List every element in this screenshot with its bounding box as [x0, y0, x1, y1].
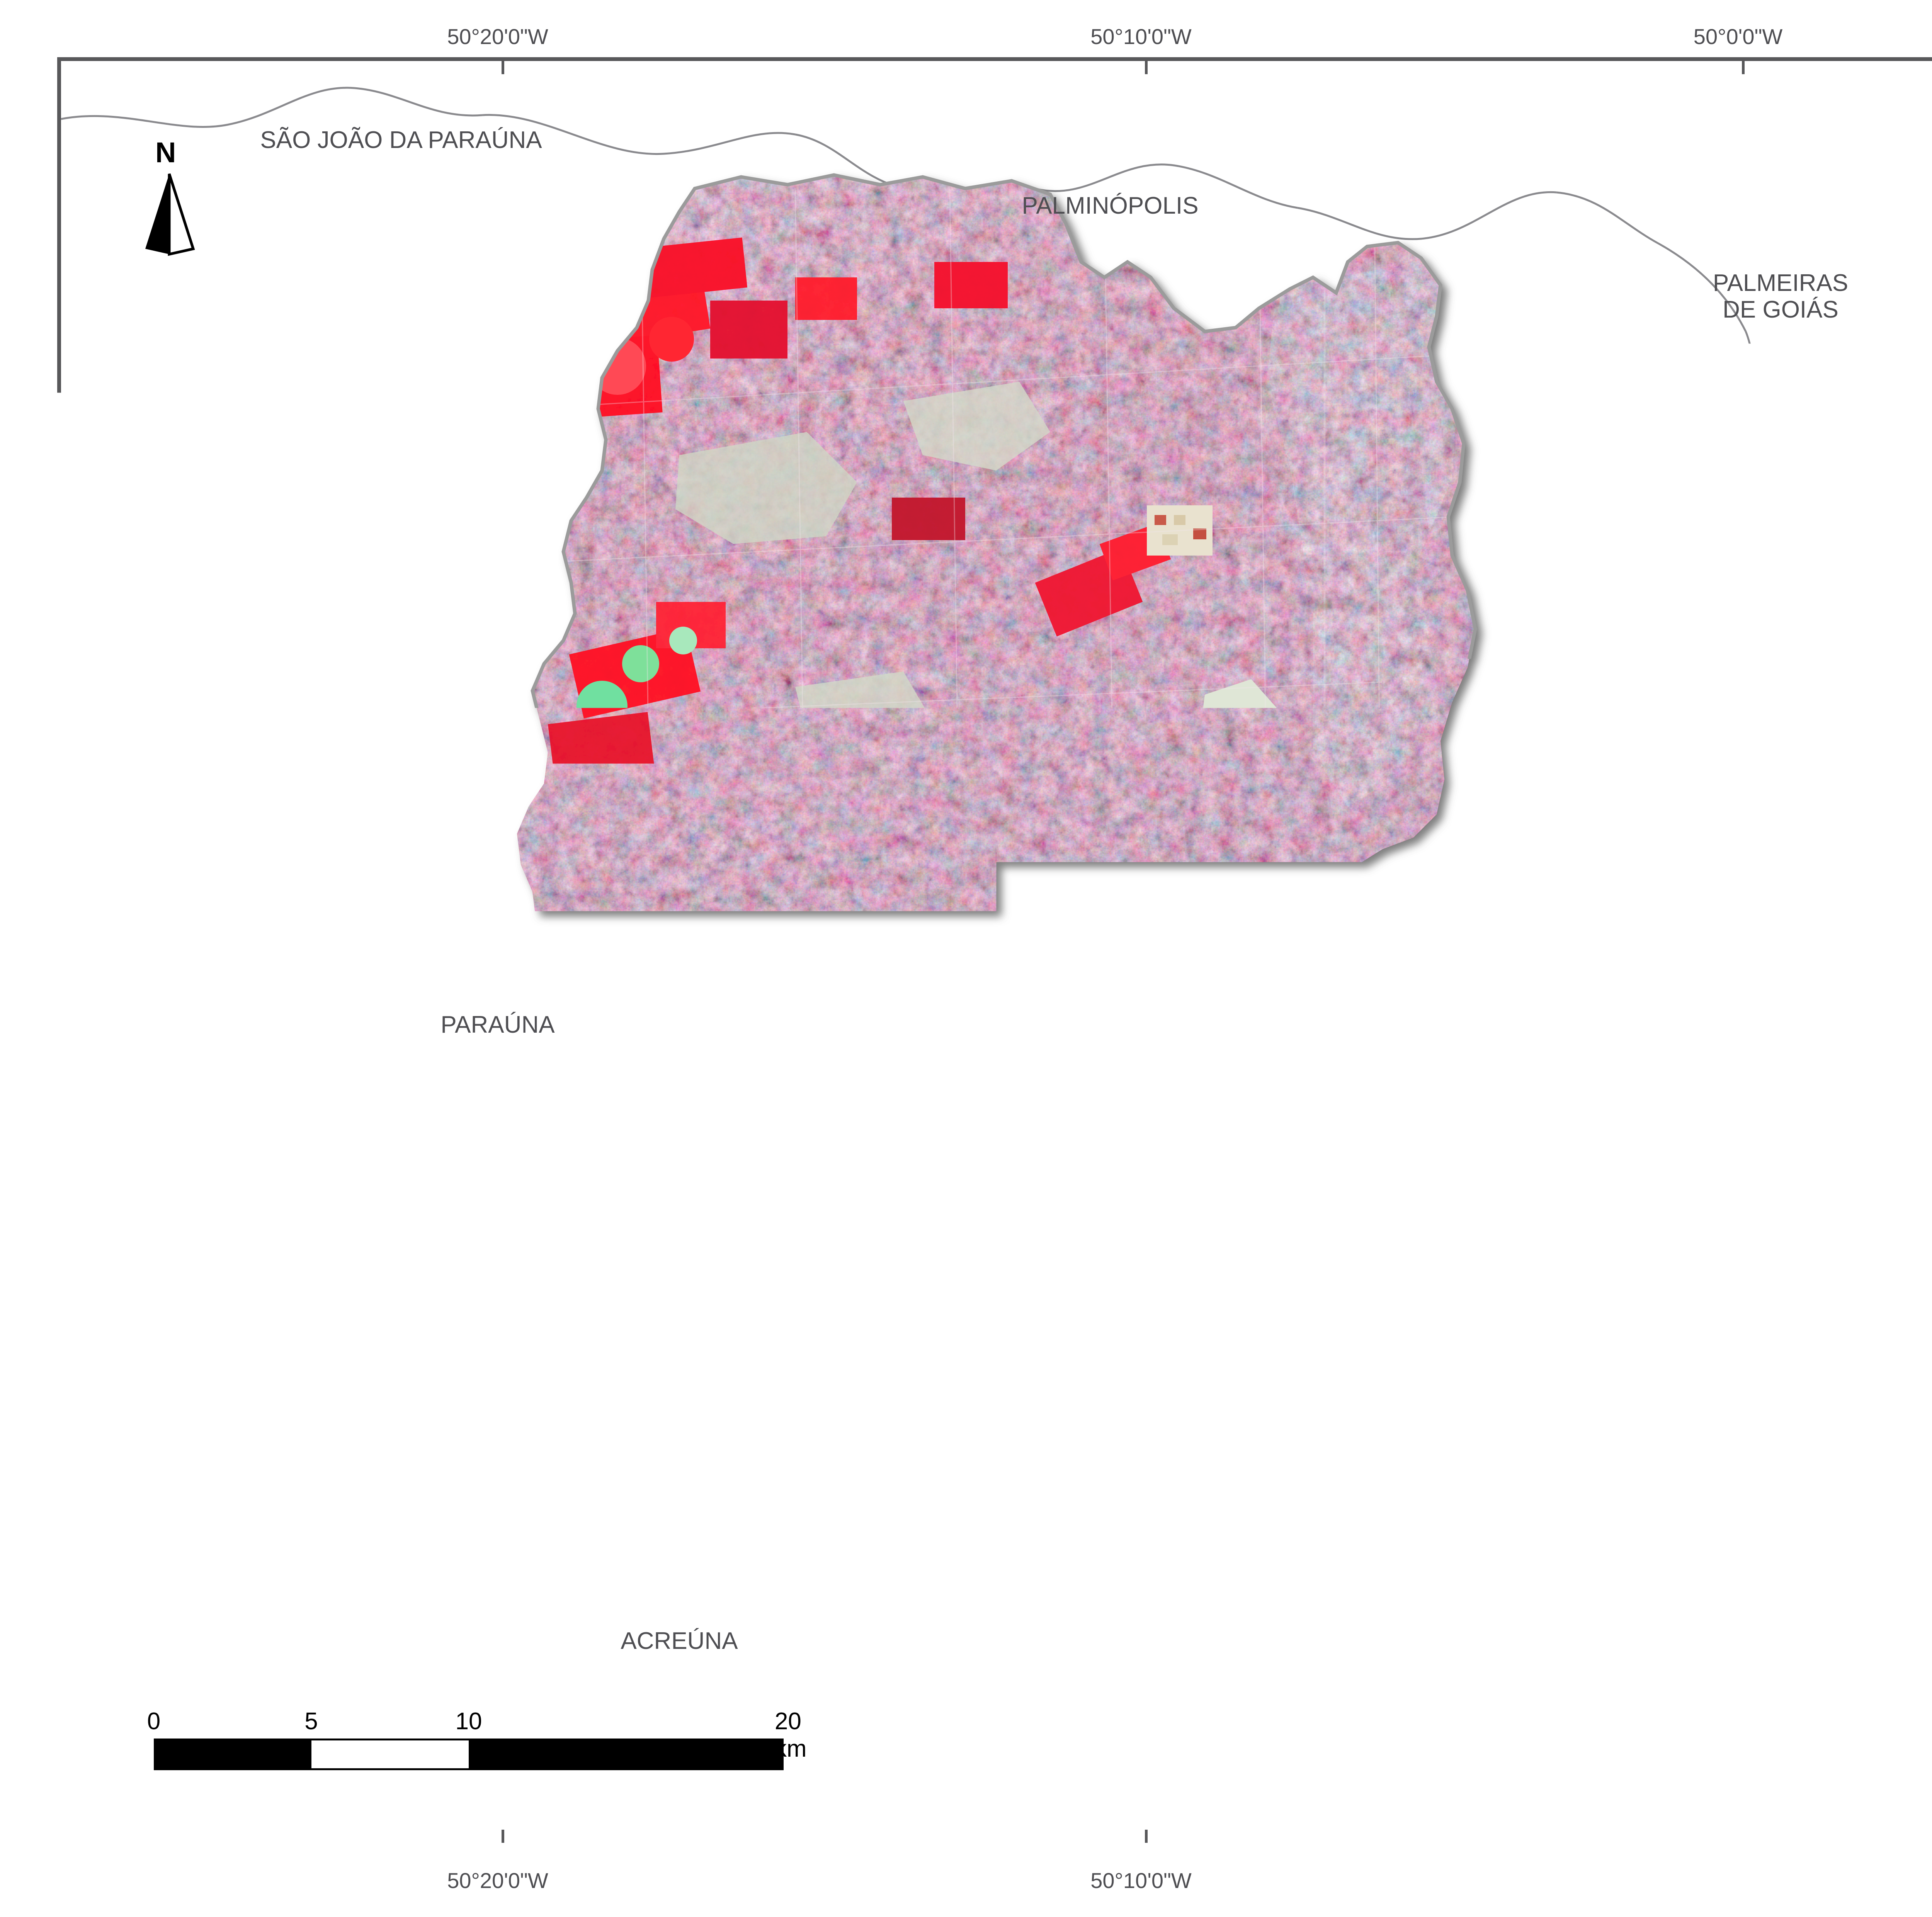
- neighbour-label-indiara: INDIARA: [1583, 1108, 1680, 1135]
- main-map-panel[interactable]: N SÃO JOÃO DA PARAÚNA PALMINÓPOLIS PALME…: [57, 57, 1932, 1847]
- graticule-tick: [1145, 1830, 1148, 1843]
- graticule-tick: [61, 1711, 74, 1713]
- scale-segment-2: [311, 1739, 469, 1770]
- neighbour-label-acreuna: ACREÚNA: [621, 1628, 738, 1654]
- scale-label-0: 0: [147, 1708, 160, 1735]
- lon-label-top-1: 50°20'0"W: [447, 24, 548, 49]
- graticule-tick: [502, 1830, 504, 1843]
- neighbour-label-palmeiras-de-goias: PALMEIRAS DE GOIÁS: [1713, 270, 1848, 323]
- neighbour-label-parauna: PARAÚNA: [440, 1011, 554, 1038]
- neighbour-label-palminopolis: PALMINÓPOLIS: [1022, 192, 1198, 219]
- scale-segment-3: [469, 1739, 784, 1770]
- graticule-tick: [61, 1143, 74, 1145]
- graticule-tick: [1145, 61, 1148, 74]
- neighbour-label-edeia: EDÉIA: [1918, 1624, 1932, 1650]
- lat-label-1: 17°0'0"S: [7, 551, 32, 634]
- map-sheet: N SÃO JOÃO DA PARAÚNA PALMINÓPOLIS PALME…: [0, 0, 1932, 1917]
- scale-label-5: 5: [304, 1708, 318, 1735]
- graticule-tick: [61, 581, 74, 583]
- graticule-tick: [502, 61, 504, 74]
- lon-label-bottom-2: 50°10'0"W: [1090, 1868, 1192, 1893]
- graticule-tick: [1742, 1830, 1745, 1843]
- scale-bar-labels: 0 5 10 20 km: [154, 1708, 784, 1739]
- neighbour-label-sao-joao-da-parauna: SÃO JOÃO DA PARAÚNA: [260, 127, 542, 153]
- scale-segment-1: [154, 1739, 311, 1770]
- lat-label-2: 17°10'0"S: [7, 1110, 32, 1205]
- north-arrow-glyph: [142, 172, 196, 257]
- lon-label-bottom-1: 50°20'0"W: [447, 1868, 548, 1893]
- lat-label-3: 17°20'0"S: [7, 1682, 32, 1777]
- lon-label-bottom-3: 50°0'0"W: [1694, 1868, 1782, 1893]
- satellite-raster-mosaic: [61, 61, 1932, 1843]
- graticule-tick: [1742, 61, 1745, 74]
- scale-bar: 0 5 10 20 km: [154, 1708, 784, 1781]
- lon-label-top-2: 50°10'0"W: [1090, 24, 1192, 49]
- north-arrow-label: N: [155, 136, 176, 169]
- scale-bar-segments: [154, 1739, 784, 1770]
- lon-label-top-3: 50°0'0"W: [1694, 24, 1782, 49]
- north-arrow: N: [142, 138, 196, 254]
- scale-label-10: 10: [456, 1708, 482, 1735]
